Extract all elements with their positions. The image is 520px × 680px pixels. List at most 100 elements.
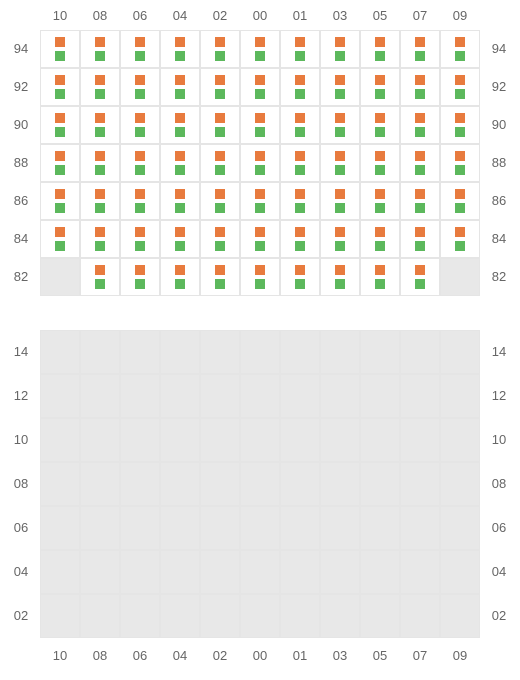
- rack-slot[interactable]: [160, 220, 200, 258]
- rack-slot[interactable]: [80, 462, 120, 506]
- rack-slot[interactable]: [40, 144, 80, 182]
- rack-slot[interactable]: [360, 330, 400, 374]
- rack-slot[interactable]: [280, 220, 320, 258]
- rack-slot[interactable]: [120, 182, 160, 220]
- rack-slot[interactable]: [280, 182, 320, 220]
- rack-slot[interactable]: [80, 68, 120, 106]
- rack-slot[interactable]: [200, 506, 240, 550]
- rack-slot[interactable]: [280, 462, 320, 506]
- rack-slot[interactable]: [120, 68, 160, 106]
- rack-slot[interactable]: [120, 550, 160, 594]
- rack-slot[interactable]: [320, 594, 360, 638]
- rack-slot[interactable]: [80, 594, 120, 638]
- rack-slot[interactable]: [120, 418, 160, 462]
- rack-slot[interactable]: [240, 182, 280, 220]
- rack-slot[interactable]: [320, 30, 360, 68]
- rack-slot[interactable]: [280, 418, 320, 462]
- rack-slot[interactable]: [400, 144, 440, 182]
- rack-slot[interactable]: [40, 330, 80, 374]
- rack-slot[interactable]: [200, 106, 240, 144]
- rack-slot[interactable]: [120, 258, 160, 296]
- rack-slot[interactable]: [160, 374, 200, 418]
- rack-slot[interactable]: [40, 594, 80, 638]
- rack-slot[interactable]: [40, 462, 80, 506]
- rack-slot[interactable]: [360, 418, 400, 462]
- rack-slot[interactable]: [120, 330, 160, 374]
- rack-slot[interactable]: [120, 594, 160, 638]
- rack-slot[interactable]: [160, 144, 200, 182]
- rack-slot[interactable]: [320, 106, 360, 144]
- rack-slot[interactable]: [240, 418, 280, 462]
- rack-slot[interactable]: [320, 418, 360, 462]
- rack-slot[interactable]: [440, 550, 480, 594]
- rack-slot[interactable]: [400, 330, 440, 374]
- rack-slot[interactable]: [440, 374, 480, 418]
- rack-slot[interactable]: [440, 220, 480, 258]
- rack-slot[interactable]: [80, 374, 120, 418]
- rack-slot[interactable]: [240, 594, 280, 638]
- rack-slot[interactable]: [400, 374, 440, 418]
- rack-slot[interactable]: [320, 550, 360, 594]
- rack-slot[interactable]: [160, 68, 200, 106]
- rack-slot[interactable]: [40, 68, 80, 106]
- rack-slot[interactable]: [400, 550, 440, 594]
- rack-slot[interactable]: [120, 462, 160, 506]
- rack-slot[interactable]: [120, 106, 160, 144]
- rack-slot[interactable]: [160, 506, 200, 550]
- rack-slot[interactable]: [360, 30, 400, 68]
- rack-slot[interactable]: [240, 144, 280, 182]
- rack-slot[interactable]: [80, 330, 120, 374]
- rack-slot[interactable]: [280, 30, 320, 68]
- rack-slot[interactable]: [280, 330, 320, 374]
- rack-slot[interactable]: [200, 144, 240, 182]
- rack-slot[interactable]: [280, 374, 320, 418]
- rack-slot[interactable]: [360, 258, 400, 296]
- rack-slot[interactable]: [400, 30, 440, 68]
- rack-slot[interactable]: [280, 144, 320, 182]
- rack-slot[interactable]: [240, 258, 280, 296]
- rack-slot[interactable]: [120, 374, 160, 418]
- rack-slot[interactable]: [200, 182, 240, 220]
- rack-slot[interactable]: [360, 182, 400, 220]
- rack-slot[interactable]: [200, 462, 240, 506]
- rack-slot[interactable]: [40, 30, 80, 68]
- rack-slot[interactable]: [360, 106, 400, 144]
- rack-slot[interactable]: [440, 418, 480, 462]
- rack-slot[interactable]: [80, 506, 120, 550]
- rack-slot[interactable]: [40, 418, 80, 462]
- rack-slot[interactable]: [440, 106, 480, 144]
- rack-slot[interactable]: [400, 68, 440, 106]
- rack-slot[interactable]: [40, 220, 80, 258]
- rack-slot[interactable]: [440, 330, 480, 374]
- rack-slot[interactable]: [320, 506, 360, 550]
- rack-slot[interactable]: [360, 550, 400, 594]
- rack-slot[interactable]: [440, 30, 480, 68]
- rack-slot[interactable]: [40, 374, 80, 418]
- rack-slot[interactable]: [240, 330, 280, 374]
- rack-slot[interactable]: [160, 330, 200, 374]
- rack-slot[interactable]: [160, 418, 200, 462]
- rack-slot[interactable]: [360, 594, 400, 638]
- rack-slot[interactable]: [400, 258, 440, 296]
- rack-slot[interactable]: [400, 506, 440, 550]
- rack-slot[interactable]: [440, 258, 480, 296]
- rack-slot[interactable]: [320, 220, 360, 258]
- rack-slot[interactable]: [280, 106, 320, 144]
- rack-slot[interactable]: [440, 462, 480, 506]
- rack-slot[interactable]: [360, 220, 400, 258]
- rack-slot[interactable]: [360, 68, 400, 106]
- rack-slot[interactable]: [400, 106, 440, 144]
- rack-slot[interactable]: [200, 418, 240, 462]
- rack-slot[interactable]: [160, 594, 200, 638]
- rack-slot[interactable]: [160, 106, 200, 144]
- rack-slot[interactable]: [440, 506, 480, 550]
- rack-slot[interactable]: [80, 106, 120, 144]
- rack-slot[interactable]: [320, 462, 360, 506]
- rack-slot[interactable]: [200, 374, 240, 418]
- rack-slot[interactable]: [160, 462, 200, 506]
- rack-slot[interactable]: [320, 374, 360, 418]
- rack-slot[interactable]: [160, 258, 200, 296]
- rack-slot[interactable]: [40, 182, 80, 220]
- rack-slot[interactable]: [200, 594, 240, 638]
- rack-slot[interactable]: [40, 106, 80, 144]
